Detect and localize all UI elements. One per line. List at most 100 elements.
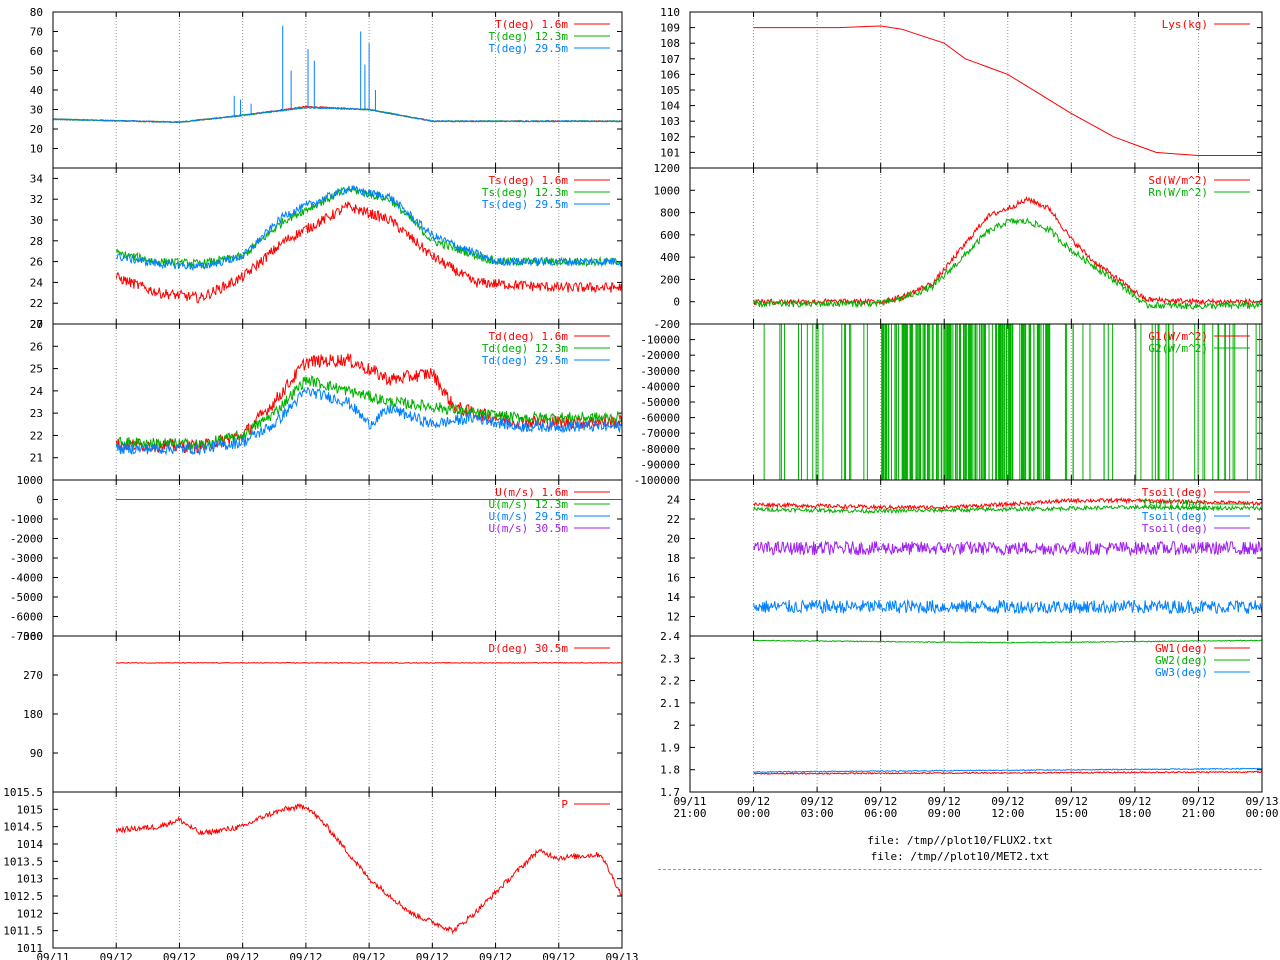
plot-area bbox=[115, 353, 622, 456]
series-line bbox=[115, 387, 622, 456]
y-tick-label: 28 bbox=[30, 235, 43, 248]
panel-border bbox=[52, 791, 623, 949]
y-tick-label: 1013 bbox=[17, 873, 44, 886]
y-tick-label: 400 bbox=[660, 251, 680, 264]
panel-border bbox=[689, 635, 1263, 793]
y-tick-label: 101 bbox=[660, 146, 680, 159]
x-tick-label-time: 12:00 bbox=[991, 807, 1024, 820]
legend-label: Td(deg) 12.3m bbox=[482, 342, 568, 355]
series-line bbox=[116, 661, 622, 664]
x-tick-label-time: 09:00 bbox=[928, 807, 961, 820]
y-tick-label: 24 bbox=[667, 494, 681, 507]
y-tick-label: 27 bbox=[30, 318, 43, 331]
series-line bbox=[753, 503, 1262, 515]
x-tick-label-date: 09/11 bbox=[36, 951, 69, 960]
y-tick-label: 1014 bbox=[17, 838, 44, 851]
y-tick-label: 30 bbox=[30, 104, 43, 117]
y-tick-label: -50000 bbox=[640, 396, 680, 409]
y-tick-label: 200 bbox=[660, 273, 680, 286]
y-tick-label: 22 bbox=[30, 297, 43, 310]
y-tick-label: 0 bbox=[673, 296, 680, 309]
plot-area bbox=[115, 184, 622, 304]
y-tick-label: 107 bbox=[660, 53, 680, 66]
series-line bbox=[753, 540, 1262, 557]
y-tick-label: 70 bbox=[30, 26, 43, 39]
plot-area bbox=[116, 661, 622, 664]
x-tick-label-date: 09/12 bbox=[542, 951, 575, 960]
legend-label: Lys(kg) bbox=[1162, 18, 1208, 31]
y-tick-label: 1012 bbox=[17, 907, 44, 920]
y-tick-label: 1011.5 bbox=[3, 925, 43, 938]
legend-label: D(deg) 30.5m bbox=[489, 642, 569, 655]
chart-panel-right-2: -200 0 200 400 600 800 1000 1200 Sd(W/m^2)Rn(W/m… bbox=[654, 162, 1263, 331]
legend-label: Td(deg) 1.6m bbox=[489, 330, 569, 343]
y-tick-label: 600 bbox=[660, 229, 680, 242]
chart-panel-left-4: -7000 -6000 -5000 -4000 -3000 -2000 -1000 0 1000… bbox=[10, 474, 623, 643]
x-tick-label-time: 03:00 bbox=[801, 807, 834, 820]
y-tick-label: 1015 bbox=[17, 803, 44, 816]
y-tick-label: 1012.5 bbox=[3, 890, 43, 903]
y-tick-label: 105 bbox=[660, 84, 680, 97]
series-line bbox=[753, 217, 1262, 311]
y-tick-label: 2.2 bbox=[660, 675, 680, 688]
x-tick-label-time: 18:00 bbox=[1118, 807, 1151, 820]
y-tick-label: -6000 bbox=[10, 611, 43, 624]
x-tick-label-date: 09/13 bbox=[605, 951, 638, 960]
y-tick-label: -20000 bbox=[640, 349, 680, 362]
plot-area bbox=[753, 196, 1262, 311]
y-tick-label: -2000 bbox=[10, 533, 43, 546]
plot-area bbox=[115, 802, 622, 935]
y-tick-label: -30000 bbox=[640, 365, 680, 378]
series-line bbox=[115, 802, 622, 935]
chart-panel-right-4: 12141618202224Tsoil(deg)Tsoil(deg)Tsoil(… bbox=[667, 479, 1263, 637]
y-tick-label: 0 bbox=[36, 494, 43, 507]
plot-area bbox=[53, 25, 622, 124]
x-tick-label-date: 09/12 bbox=[864, 795, 897, 808]
y-tick-label: 24 bbox=[30, 276, 44, 289]
x-tick-label-date: 09/12 bbox=[737, 795, 770, 808]
y-tick-label: 21 bbox=[30, 452, 43, 465]
y-tick-label: -4000 bbox=[10, 572, 43, 585]
y-tick-label: 270 bbox=[23, 669, 43, 682]
legend-label: Ts(deg) 29.5m bbox=[482, 198, 568, 211]
y-tick-label: -7000 bbox=[10, 630, 43, 643]
series-line bbox=[753, 598, 1262, 615]
series-line bbox=[753, 497, 1262, 511]
legend-label: P bbox=[561, 798, 568, 811]
x-tick-label-date: 09/12 bbox=[1118, 795, 1151, 808]
y-tick-label: -80000 bbox=[640, 443, 680, 456]
y-tick-label: 1015.5 bbox=[3, 786, 43, 799]
plot-area bbox=[753, 324, 1262, 480]
plot-area bbox=[753, 639, 1262, 776]
x-tick-label-date: 09/12 bbox=[289, 951, 322, 960]
legend-label: T(deg) 1.6m bbox=[495, 18, 568, 31]
footer-file-met: file: /tmp//plot10/MET2.txt bbox=[870, 850, 1050, 863]
y-tick-label: 106 bbox=[660, 68, 680, 81]
x-tick-label-date: 09/13 bbox=[1245, 795, 1278, 808]
y-tick-label: 102 bbox=[660, 131, 680, 144]
y-tick-label: 1013.5 bbox=[3, 855, 43, 868]
legend-label: U(m/s) 1.6m bbox=[495, 486, 568, 499]
legend-label: Tsoil(deg) bbox=[1142, 498, 1208, 511]
legend-label: U(m/s) 12.3m bbox=[489, 498, 569, 511]
legend-label: U(m/s) 30.5m bbox=[489, 522, 569, 535]
x-tick-label-date: 09/12 bbox=[479, 951, 512, 960]
series-line bbox=[753, 770, 1262, 776]
y-tick-label: 1000 bbox=[654, 184, 681, 197]
y-tick-label: 103 bbox=[660, 115, 680, 128]
y-tick-label: 14 bbox=[667, 591, 681, 604]
plot-area bbox=[753, 25, 1262, 156]
y-tick-label: 1014.5 bbox=[3, 821, 43, 834]
y-tick-label: 1000 bbox=[17, 474, 44, 487]
x-tick-label-time: 15:00 bbox=[1055, 807, 1088, 820]
y-tick-label: -60000 bbox=[640, 412, 680, 425]
x-tick-label-date: 09/12 bbox=[353, 951, 386, 960]
series-line bbox=[753, 639, 1262, 644]
x-tick-label-date: 09/12 bbox=[226, 951, 259, 960]
chart-panel-left-6: 1011 1011.5 1012 1012.5 1013 1013.5 1014 1014.5… bbox=[3, 786, 623, 955]
x-tick-label-date: 09/12 bbox=[416, 951, 449, 960]
y-tick-label: -10000 bbox=[640, 334, 680, 347]
y-tick-label: 108 bbox=[660, 37, 680, 50]
chart-panel-right-3: -100000 -90000 -80000 -70000 -60000 -50000 -40… bbox=[634, 323, 1263, 487]
x-tick-label-date: 09/12 bbox=[163, 951, 196, 960]
